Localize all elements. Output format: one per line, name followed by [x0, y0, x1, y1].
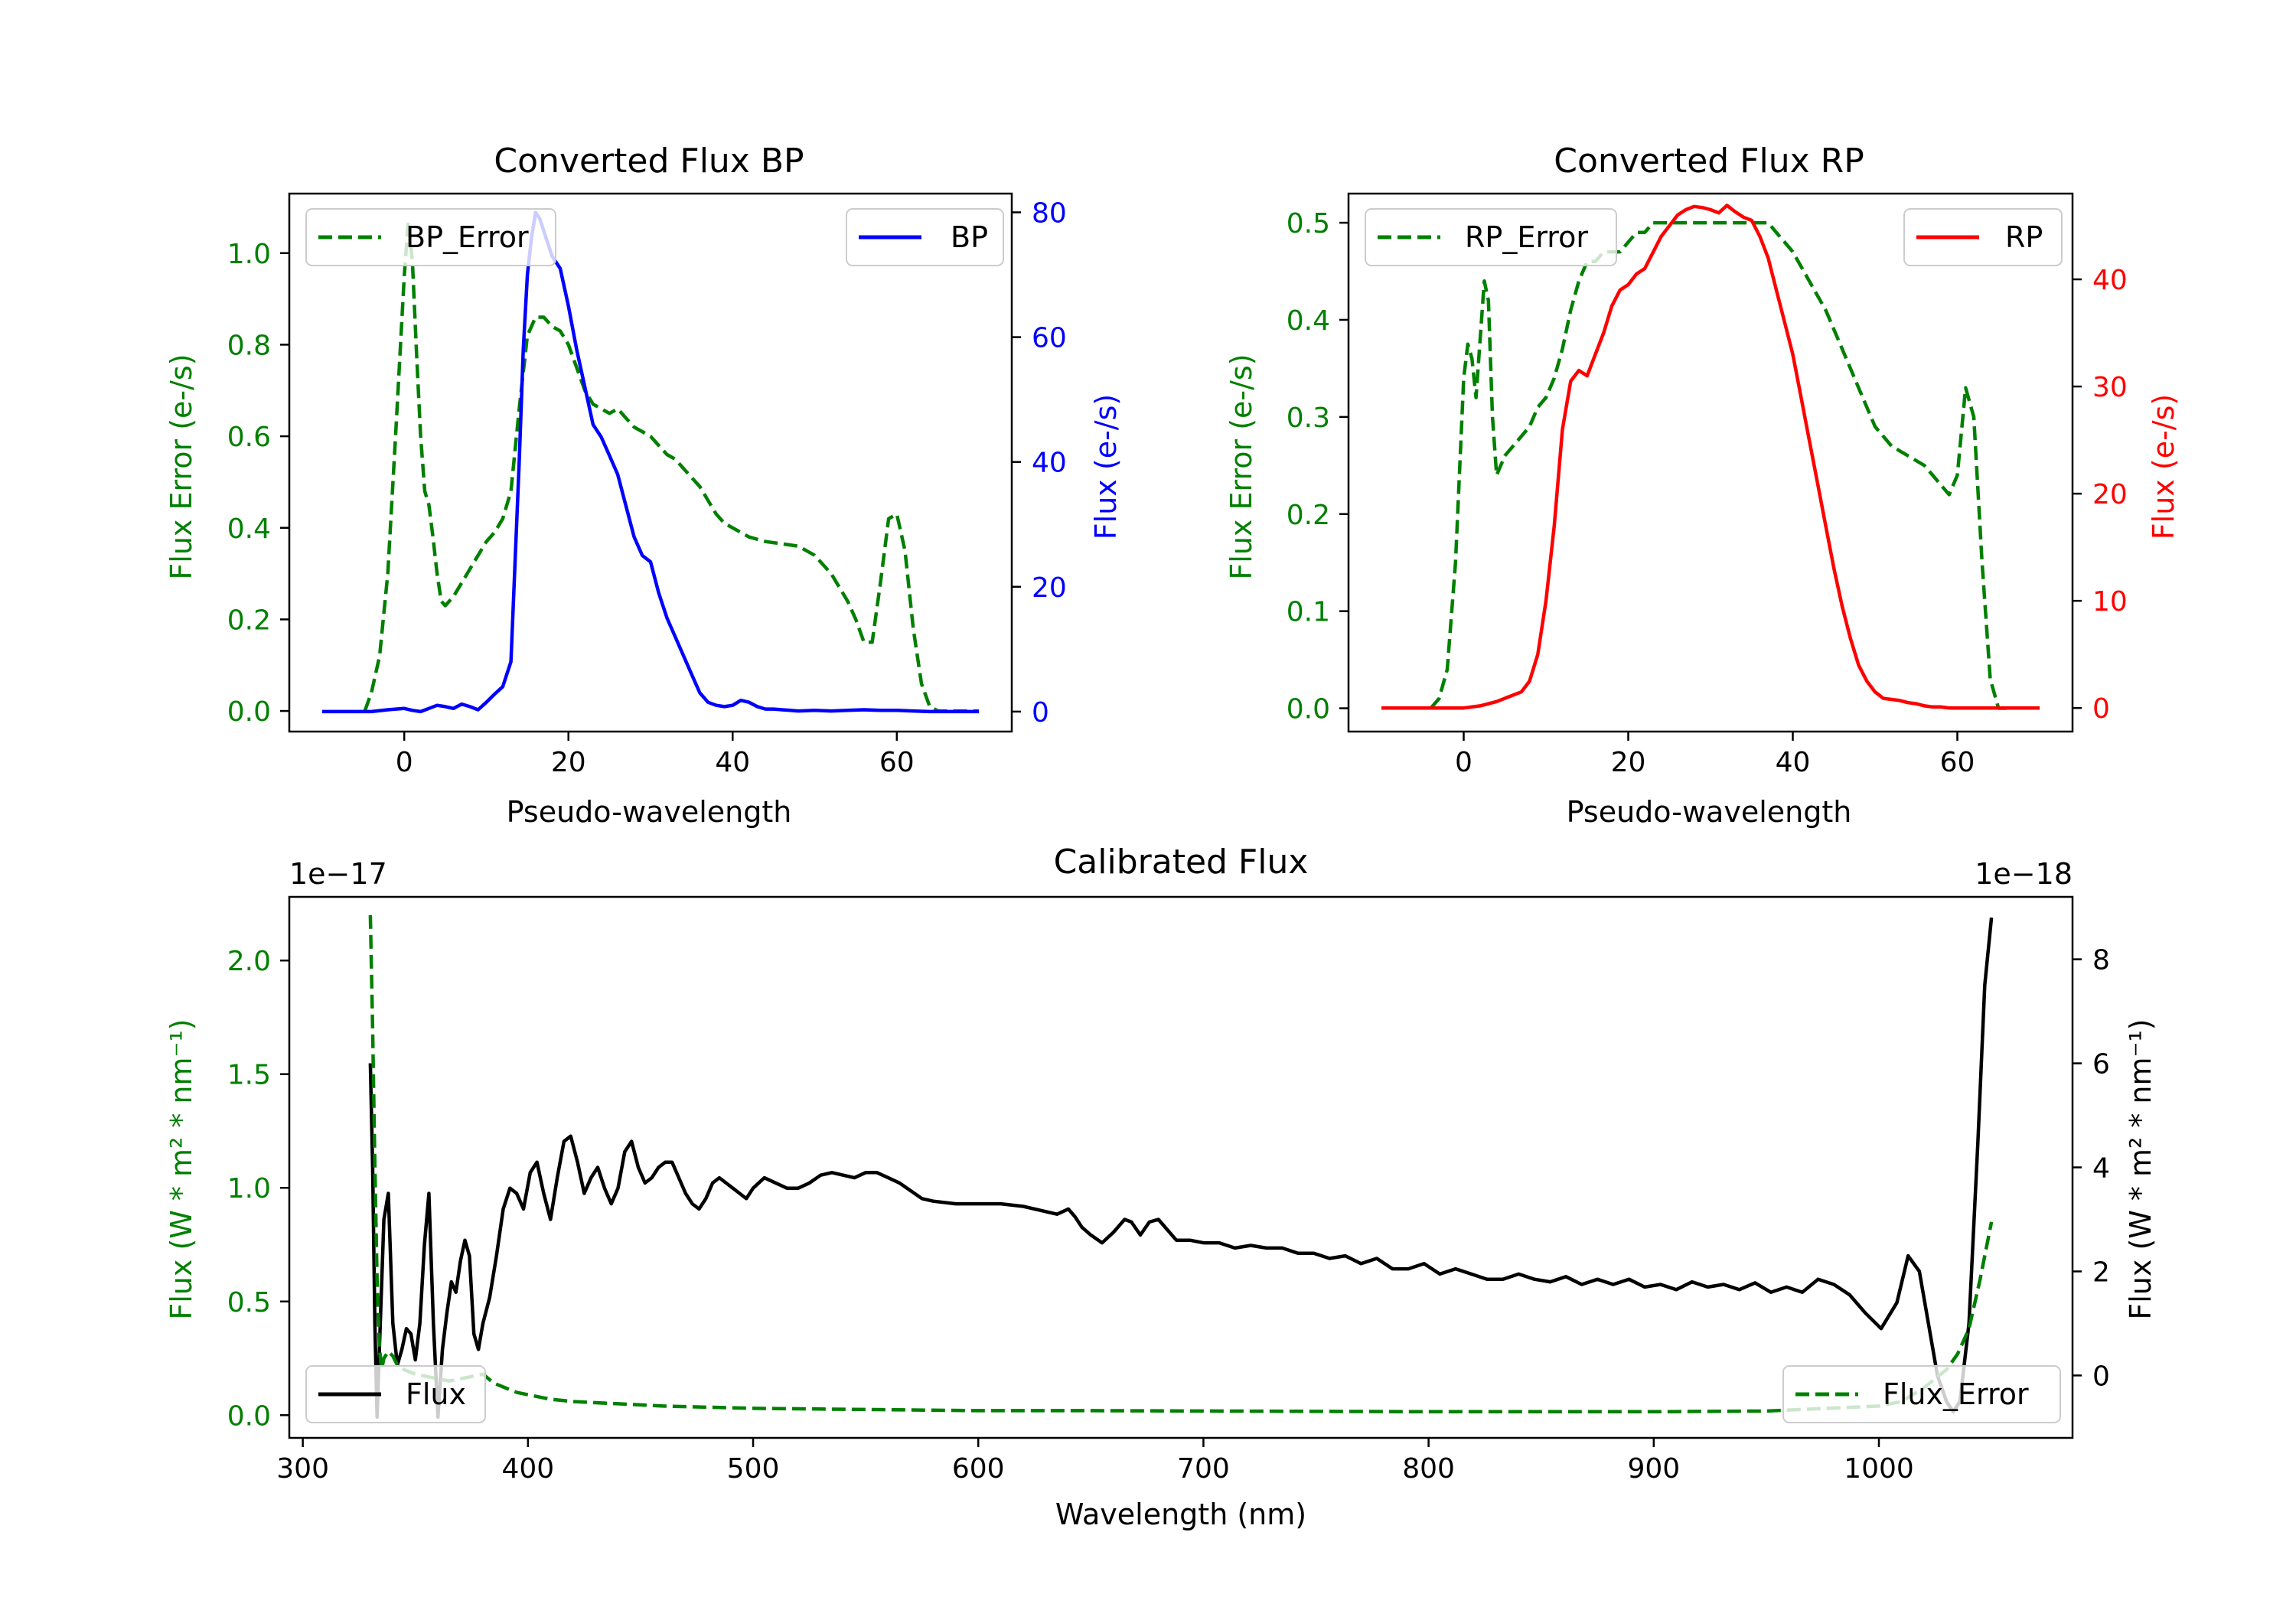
calibrated-right-y-tick-label: 6 — [2092, 1049, 2110, 1081]
rp-left-y-tick-label: 0.5 — [1287, 208, 1330, 240]
rp-left-y-tick-label: 0.0 — [1287, 694, 1330, 725]
bp-legend-label: BP — [951, 220, 988, 254]
flux-error-legend-label: Flux_Error — [1883, 1377, 2029, 1411]
calibrated-title: Calibrated Flux — [1054, 843, 1309, 882]
calibrated-left-y-tick-label: 2.0 — [227, 946, 271, 977]
rp-right-y-tick-label: 0 — [2092, 693, 2110, 725]
bp-left-y-tick-label: 0.2 — [227, 605, 271, 636]
rp-legend-label: RP — [2005, 220, 2043, 254]
rp-left-y-tick-label: 0.3 — [1287, 403, 1330, 434]
rp-legend-right: RP — [1903, 208, 2063, 266]
calibrated-panel: Calibrated Flux 1e−17 1e−18 300 400 500 600… — [165, 843, 2157, 1531]
bp-right-y-tick-label: 60 — [1032, 323, 1067, 354]
bp-error-legend-label: BP_Error — [406, 220, 529, 254]
bp-right-y-axis-label: Flux (e-/s) — [1089, 394, 1123, 539]
calibrated-right-y-tick-label: 0 — [2092, 1361, 2110, 1392]
calibrated-x-tick-label: 600 — [952, 1453, 1005, 1485]
calibrated-right-multiplier: 1e−18 — [1975, 857, 2073, 891]
calibrated-left-y-tick-label: 1.5 — [227, 1060, 271, 1091]
rp-axes-frame — [1347, 192, 2074, 733]
calibrated-legend-right-frame — [1782, 1365, 2061, 1423]
bp-right-y-tick-label: 40 — [1032, 448, 1067, 479]
calibrated-right-y-tick-label: 2 — [2092, 1257, 2110, 1288]
calibrated-series-flux-line — [368, 917, 1994, 1420]
rp-right-y-tick-label: 30 — [2092, 372, 2128, 403]
calibrated-x-tick-label: 300 — [276, 1453, 329, 1485]
rp-legend-left-frame — [1365, 208, 1617, 266]
rp-legend-right-frame — [1903, 208, 2063, 266]
rp-x-tick-label: 60 — [1940, 747, 1975, 778]
bp-legend-left-frame — [305, 208, 556, 266]
rp-series-rp-line — [1381, 204, 2040, 710]
flux-legend-label: Flux — [406, 1377, 466, 1411]
rp-x-tick-label: 0 — [1455, 747, 1473, 778]
calibrated-legend-left: Flux — [305, 1365, 486, 1423]
rp-right-y-tick-label: 20 — [2092, 479, 2128, 510]
calibrated-right-y-tick-label: 4 — [2092, 1153, 2110, 1185]
bp-x-tick-label: 0 — [396, 747, 413, 778]
calibrated-legend-right: Flux_Error — [1782, 1365, 2061, 1423]
calibrated-x-tick-label: 400 — [501, 1453, 554, 1485]
calibrated-left-multiplier: 1e−17 — [289, 857, 387, 891]
rp-left-y-tick-label: 0.1 — [1287, 597, 1330, 628]
rp-right-y-tick-label: 40 — [2092, 265, 2128, 296]
calibrated-right-y-axis-label: Flux (W * m² * nm⁻¹) — [2124, 1019, 2157, 1319]
calibrated-left-y-tick-label: 1.0 — [227, 1173, 271, 1204]
bp-right-y-tick-label: 80 — [1032, 197, 1067, 229]
rp-left-y-tick-label: 0.2 — [1287, 500, 1330, 531]
bp-x-tick-label: 60 — [879, 747, 915, 778]
bp-plot-area: 0 20 40 60 0.0 0.2 0.4 0.6 0.8 1.0 0 20 40 60 80 — [227, 192, 1067, 778]
calibrated-x-tick-label: 900 — [1627, 1453, 1680, 1485]
rp-title: Converted Flux RP — [1554, 142, 1864, 181]
rp-x-tick-label: 20 — [1611, 747, 1646, 778]
bp-title: Converted Flux BP — [494, 142, 804, 181]
bp-right-y-tick-label: 0 — [1032, 697, 1049, 729]
bp-left-y-axis-label: Flux Error (e-/s) — [165, 354, 198, 579]
bp-left-y-tick-label: 0.0 — [227, 696, 271, 728]
bp-x-axis-label: Pseudo-wavelength — [507, 795, 792, 829]
bp-legend-left: BP_Error — [305, 208, 556, 266]
bp-left-y-tick-label: 0.4 — [227, 513, 271, 545]
bp-x-tick-label: 40 — [715, 747, 750, 778]
bp-left-y-tick-label: 1.0 — [227, 239, 271, 270]
bp-series-bp-line — [321, 210, 980, 714]
rp-series-rp-error-line — [1429, 220, 2007, 710]
rp-panel: Converted Flux RP 0 20 40 60 0.0 0.1 0.2 0.3 0.4… — [1225, 142, 2180, 829]
rp-legend-left: RP_Error — [1365, 208, 1617, 266]
rp-right-y-tick-label: 10 — [2092, 586, 2128, 618]
rp-plot-area: 0 20 40 60 0.0 0.1 0.2 0.3 0.4 0.5 0 10 20 30 40 — [1287, 192, 2128, 778]
bp-x-tick-label: 20 — [551, 747, 586, 778]
rp-x-axis-label: Pseudo-wavelength — [1567, 795, 1852, 829]
calibrated-left-y-axis-label: Flux (W * m² * nm⁻¹) — [165, 1019, 198, 1319]
rp-left-y-axis-label: Flux Error (e-/s) — [1225, 354, 1258, 579]
bp-panel: Converted Flux BP 0 20 40 60 0.0 0.2 0.4 0.6 0.8… — [165, 142, 1123, 829]
rp-left-y-tick-label: 0.4 — [1287, 305, 1330, 337]
calibrated-plot-area: 300 400 500 600 700 800 900 1000 0.0 0.5 1.0 1.5 2.0… — [227, 895, 2110, 1485]
bp-right-y-tick-label: 20 — [1032, 572, 1067, 604]
bp-legend-right: BP — [846, 208, 1004, 266]
calibrated-x-tick-label: 800 — [1402, 1453, 1455, 1485]
calibrated-x-tick-label: 700 — [1177, 1453, 1230, 1485]
calibrated-x-axis-label: Wavelength (nm) — [1055, 1498, 1306, 1531]
bp-left-y-tick-label: 0.6 — [227, 422, 271, 453]
rp-x-tick-label: 40 — [1776, 747, 1811, 778]
bp-left-y-tick-label: 0.8 — [227, 330, 271, 361]
bp-series-bp-error-line — [363, 219, 980, 713]
calibrated-x-tick-label: 500 — [727, 1453, 780, 1485]
calibrated-x-tick-label: 1000 — [1844, 1453, 1914, 1485]
calibrated-legend-left-frame — [305, 1365, 486, 1423]
bp-legend-right-frame — [846, 208, 1004, 266]
calibrated-left-y-tick-label: 0.5 — [227, 1287, 271, 1319]
rp-right-y-axis-label: Flux (e-/s) — [2147, 394, 2180, 539]
calibrated-right-y-tick-label: 8 — [2092, 945, 2110, 976]
calibrated-left-y-tick-label: 0.0 — [227, 1400, 271, 1432]
rp-error-legend-label: RP_Error — [1465, 220, 1588, 254]
